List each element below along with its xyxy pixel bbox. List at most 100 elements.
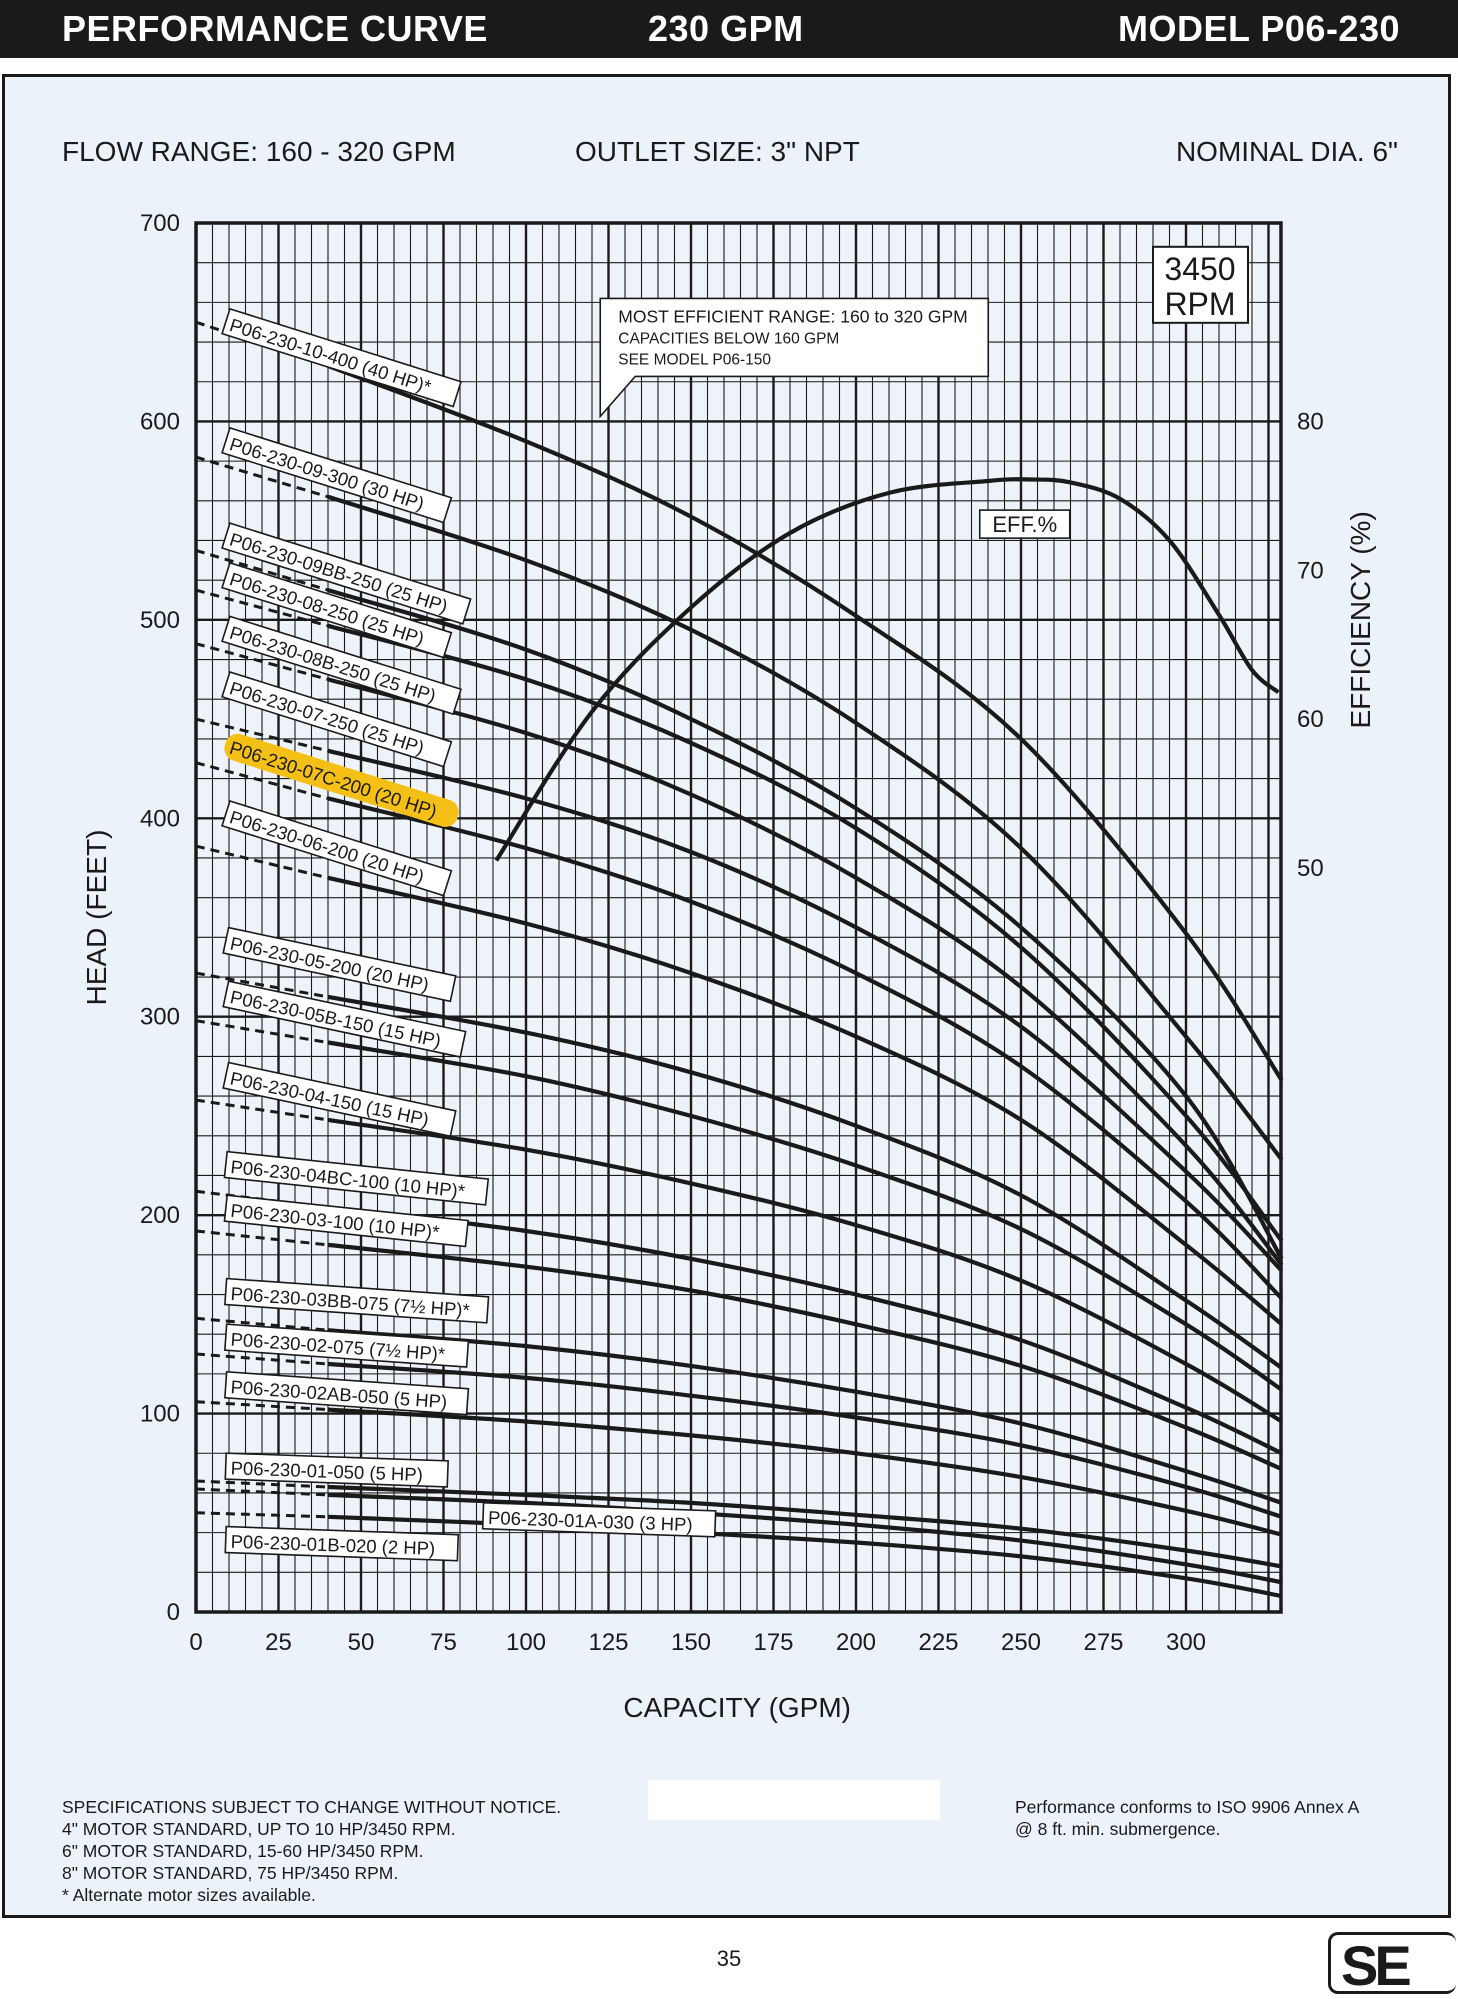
head-curve-dashed [195,1229,329,1247]
footnote-line: 6" MOTOR STANDARD, 15-60 HP/3450 RPM. [62,1841,424,1861]
head-curve [327,1484,1283,1569]
y-tick-label: 300 [140,1004,180,1031]
series-label-box [223,1194,470,1248]
blank-box [648,1780,940,1820]
y-tick-label: 0 [167,1599,180,1626]
x-tick-label: 300 [1166,1629,1206,1656]
head-curve [327,588,1284,1260]
outlet-size: OUTLET SIZE: 3" NPT [575,136,860,167]
series-label-box [224,1370,470,1416]
iso-line: @ 8 ft. min. submergence. [1015,1819,1221,1839]
sei-logo: SE [1328,1932,1456,1997]
x-axis-label: CAPACITY (GPM) [623,1692,851,1723]
series-label-box [221,670,453,768]
head-curve-dashed [195,588,329,628]
y2-tick-label: 70 [1297,557,1324,584]
y2-tick-label: 50 [1297,855,1324,882]
head-curve [327,748,1284,1273]
series-label-box [221,307,462,408]
head-curve [327,1407,1283,1537]
y-tick-label: 100 [140,1401,180,1428]
footnote-line: SPECIFICATIONS SUBJECT TO CHANGE WITHOUT… [62,1797,562,1817]
x-tick-label: 75 [430,1629,457,1656]
head-curve-dashed [195,1511,329,1519]
iso-note: Performance conforms to ISO 9906 Annex A… [1015,1796,1359,1840]
series-label-box [224,1525,460,1562]
nominal-diameter: NOMINAL DIA. 6" [1175,136,1398,167]
efficiency-curve [494,477,1280,862]
callout-line: SEE MODEL P06-150 [618,351,771,368]
header-title: PERFORMANCE CURVE [62,8,488,49]
footnotes: SPECIFICATIONS SUBJECT TO CHANGE WITHOUT… [62,1796,561,1906]
head-curve [327,1328,1283,1505]
efficiency-label-text: EFF.% [992,512,1057,537]
header-model: MODEL P06-230 [1118,8,1400,49]
head-curve-dashed [195,642,329,681]
series-label-box [221,615,462,716]
head-curve [327,363,1284,1082]
head-curve-dashed [195,844,329,880]
x-tick-label: 50 [348,1629,375,1656]
series-label-box [221,799,453,897]
efficiency-callout: MOST EFFICIENT RANGE: 160 to 320 GPM CAPA… [599,297,990,419]
head-curve-dashed [195,1098,329,1122]
head-curve-dashed [195,455,329,499]
x-tick-label: 0 [189,1629,202,1656]
series-label-box [221,522,472,625]
x-tick-label: 125 [588,1629,628,1656]
y-tick-label: 200 [140,1202,180,1229]
head-curve-dashed [195,761,329,800]
head-curve-dashed [195,1479,329,1489]
head-curve-dashed [195,971,329,999]
plot-frame [194,221,1283,1614]
x-tick-label: 225 [918,1629,958,1656]
head-curve [327,677,1284,1267]
rpm-value: 3450 [1164,251,1235,287]
x-tick-label: 250 [1001,1629,1041,1656]
series-label: P06-230-02AB-050 (5 HP) [224,1370,470,1416]
series-label: P06-230-01A-030 (3 HP) [481,1501,717,1538]
series-label: P06-230-01-050 (5 HP) [224,1452,449,1488]
y2-axis-label: EFFICIENCY (%) [1345,511,1376,728]
head-curve [327,1205,1283,1456]
x-tick-label: 200 [836,1629,876,1656]
page-number: 35 [716,1946,742,1971]
head-curve-dashed [195,548,329,592]
head-curve [327,994,1283,1370]
head-curve [327,623,1284,1243]
callout-box [599,297,990,419]
head-curve-dashed [195,1352,329,1366]
series-label-box [222,980,467,1058]
x-tick-label: 100 [506,1629,546,1656]
efficiency-label: EFF.% [978,509,1071,539]
series-label-box [222,926,457,1003]
footnote-line: * Alternate motor sizes available. [62,1885,316,1905]
logo-text: SE [1341,1934,1412,1997]
head-curve [327,1242,1283,1472]
head-curve [327,1361,1283,1519]
head-curve-dashed [195,1019,329,1044]
series-label-box [224,733,459,827]
series-label-box [224,1452,449,1488]
y-tick-label: 600 [140,408,180,435]
head-curve [327,1492,1283,1585]
y-tick-label: 700 [140,210,180,237]
rpm-unit: RPM [1164,286,1235,322]
y2-tick-label: 80 [1297,408,1324,435]
callout-line: MOST EFFICIENT RANGE: 160 to 320 GPM [618,306,967,326]
rpm-box-frame [1152,245,1249,324]
footnote-line: 4" MOTOR STANDARD, UP TO 10 HP/3450 RPM. [62,1819,456,1839]
series-label-box [221,426,453,524]
head-curve-dashed [195,717,329,753]
series-label-box [221,561,453,659]
flow-range: FLOW RANGE: 160 - 320 GPM [62,136,456,167]
series-label-box [224,1277,490,1324]
head-curve-dashed [195,1487,329,1497]
y2-tick-label: 60 [1297,706,1324,733]
efficiency-label-box [978,509,1071,539]
head-curve [327,875,1284,1326]
head-curve-dashed [195,1316,329,1332]
series-label: P06-230-01B-020 (2 HP) [224,1525,460,1562]
